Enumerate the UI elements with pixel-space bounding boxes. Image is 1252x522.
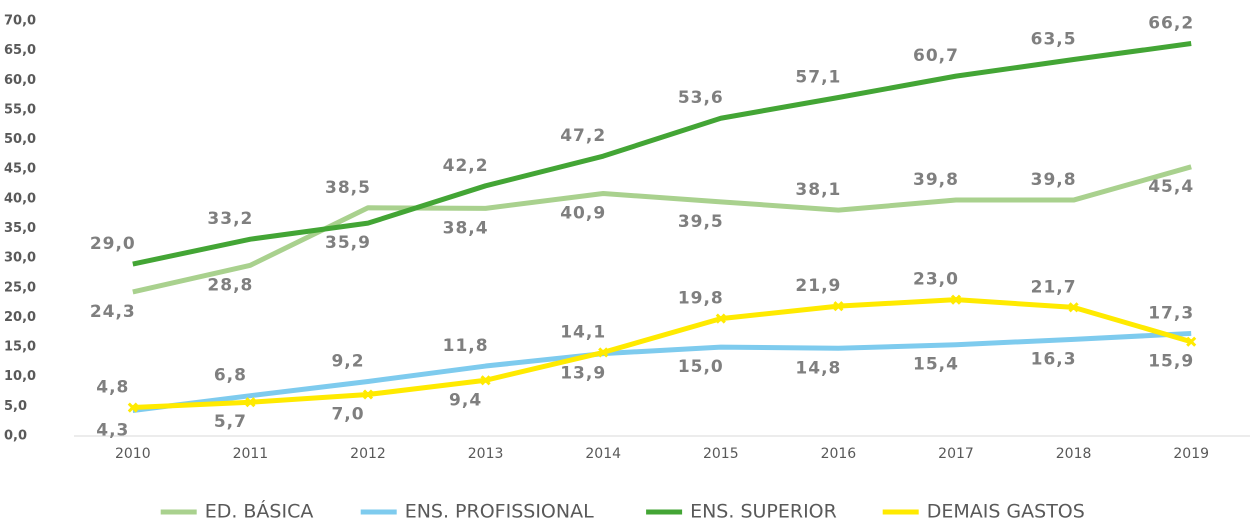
series-line — [132, 164, 1192, 295]
marker — [598, 347, 609, 358]
x-tick-label: 2010 — [115, 446, 151, 462]
marker — [833, 301, 844, 312]
data-label: 9,2 — [331, 351, 364, 371]
data-label: 17,3 — [1148, 303, 1194, 323]
x-tick-label: 2012 — [350, 446, 386, 462]
data-label: 53,6 — [678, 88, 724, 108]
legend-label: DEMAIS GASTOS — [927, 501, 1085, 522]
data-label: 21,9 — [795, 276, 841, 296]
marker — [715, 313, 726, 324]
y-tick-label: 20,0 — [4, 310, 36, 325]
y-tick-label: 55,0 — [4, 102, 36, 117]
x-tick-label: 2017 — [938, 446, 974, 462]
x-tick-label: 2014 — [585, 446, 621, 462]
y-tick-label: 15,0 — [4, 340, 36, 355]
data-label: 6,8 — [214, 366, 247, 386]
x-tick-label: 2018 — [1056, 446, 1092, 462]
data-label: 4,3 — [96, 421, 129, 441]
x-tick-label: 2015 — [703, 446, 739, 462]
data-label: 39,5 — [678, 212, 724, 232]
y-tick-label: 45,0 — [4, 162, 36, 177]
data-label: 7,0 — [331, 405, 364, 425]
data-label: 16,3 — [1031, 349, 1077, 369]
data-label: 57,1 — [795, 67, 841, 87]
data-label: 38,4 — [443, 218, 489, 238]
data-label: 19,8 — [678, 289, 724, 309]
y-tick-label: 70,0 — [4, 14, 36, 29]
data-label: 29,0 — [90, 234, 136, 254]
data-label: 28,8 — [207, 275, 253, 295]
data-label: 38,1 — [795, 180, 841, 200]
legend-label: ED. BÁSICA — [205, 500, 314, 522]
marker — [1186, 336, 1197, 347]
data-label: 24,3 — [90, 302, 136, 322]
marker — [480, 375, 491, 386]
data-label: 45,4 — [1148, 177, 1194, 197]
data-label: 39,8 — [913, 170, 959, 190]
x-tick-label: 2013 — [468, 446, 504, 462]
x-tick-label: 2019 — [1173, 446, 1209, 462]
legend-label: ENS. SUPERIOR — [690, 501, 837, 522]
y-tick-label: 5,0 — [4, 399, 27, 414]
data-label: 33,2 — [207, 209, 253, 229]
y-tick-label: 35,0 — [4, 221, 36, 236]
data-label: 4,8 — [96, 378, 129, 398]
data-label: 42,2 — [443, 156, 489, 176]
data-label: 66,2 — [1148, 14, 1194, 34]
data-label: 63,5 — [1031, 30, 1077, 50]
series-line — [132, 297, 1192, 411]
marker — [950, 294, 962, 305]
y-tick-label: 0,0 — [4, 429, 27, 444]
x-tick-label: 2011 — [233, 446, 269, 462]
data-label: 13,9 — [560, 364, 606, 384]
series-line — [132, 330, 1192, 413]
marker — [1068, 302, 1079, 313]
y-tick-label: 30,0 — [4, 251, 36, 266]
legend-label: ENS. PROFISSIONAL — [405, 501, 594, 522]
y-tick-label: 10,0 — [4, 369, 36, 384]
data-label: 21,7 — [1031, 277, 1077, 297]
y-tick-label: 50,0 — [4, 132, 36, 147]
data-label: 15,0 — [678, 357, 724, 377]
data-label: 5,7 — [214, 412, 247, 432]
data-label: 15,9 — [1148, 352, 1194, 372]
x-tick-label: 2016 — [821, 446, 857, 462]
data-label: 39,8 — [1031, 170, 1077, 190]
data-label: 60,7 — [913, 46, 959, 66]
data-label: 40,9 — [560, 204, 606, 224]
data-label: 47,2 — [560, 126, 606, 146]
data-label: 14,8 — [795, 358, 841, 378]
data-label: 11,8 — [443, 336, 489, 356]
marker — [362, 389, 374, 400]
y-tick-label: 60,0 — [4, 73, 36, 88]
data-label: 15,4 — [913, 355, 959, 375]
marker — [245, 397, 256, 408]
y-tick-label: 65,0 — [4, 43, 36, 58]
data-label: 9,4 — [449, 390, 482, 410]
data-label: 14,1 — [560, 322, 606, 342]
data-label: 35,9 — [325, 233, 371, 253]
data-label: 23,0 — [913, 270, 959, 290]
y-tick-label: 25,0 — [4, 280, 36, 295]
marker — [127, 402, 138, 413]
data-label: 38,5 — [325, 178, 371, 198]
series-line — [132, 41, 1192, 267]
y-tick-label: 40,0 — [4, 191, 36, 206]
